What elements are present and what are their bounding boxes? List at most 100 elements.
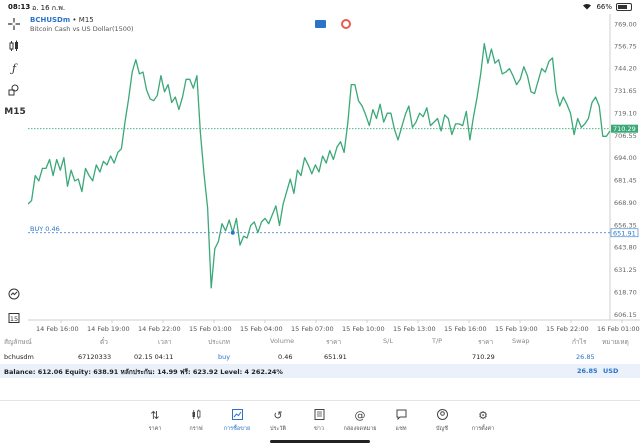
indicators-icon[interactable] <box>6 38 22 54</box>
current-price-label: 710.29 <box>613 125 636 133</box>
tab-news[interactable]: ข่าว <box>299 409 339 433</box>
x-tick-label: 15 Feb 04:00 <box>240 325 283 333</box>
home-indicator <box>270 440 370 443</box>
x-tick-label: 15 Feb 01:00 <box>189 325 232 333</box>
tab-label: ประวัติ <box>269 426 287 432</box>
y-tick-label: 694.00 <box>614 154 637 162</box>
signal-icon[interactable] <box>341 19 351 29</box>
buy-price-tag-label: 651.91 <box>613 229 636 237</box>
price-chart[interactable]: 769.00 756.75 744.20 731.65 719.10 706.55 694.… <box>28 14 640 334</box>
y-tick-label: 606.15 <box>614 311 637 319</box>
buy-entry-marker <box>230 230 235 235</box>
speedometer-icon[interactable] <box>6 286 22 302</box>
tab-trade[interactable]: การซื้อขาย <box>217 409 257 433</box>
col-volume: Volume <box>270 337 295 345</box>
x-tick-label: 14 Feb 19:00 <box>87 325 130 333</box>
currency: USD <box>603 367 619 375</box>
objects-icon[interactable] <box>6 82 22 98</box>
y-tick-label: 668.90 <box>614 199 637 207</box>
balance-summary: Balance: 612.06 Equity: 638.91 หลักประกั… <box>4 368 283 376</box>
svg-text:15: 15 <box>10 315 18 323</box>
timeframe-button[interactable]: M15 <box>4 107 26 117</box>
current-price-tag <box>611 124 638 133</box>
buy-price-tag <box>610 228 639 238</box>
col-symbol: สัญลักษณ์ <box>4 338 32 346</box>
wifi-icon <box>582 2 592 12</box>
tab-chat[interactable]: แชท <box>381 409 421 433</box>
function-icon[interactable]: ƒ <box>11 61 17 75</box>
battery-percent: 66% <box>596 3 612 11</box>
tab-label: ราคา <box>148 426 162 432</box>
col-profit: กำไร <box>572 338 587 346</box>
col-comment: หมายเหตุ <box>602 338 629 346</box>
cell-time: 02.15 04:11 <box>134 353 174 361</box>
x-tick-label: 15 Feb 07:00 <box>291 325 334 333</box>
col-time: เวลา <box>158 338 172 346</box>
period-separator-icon[interactable]: 15 <box>6 310 22 326</box>
status-bar: 08:13 อ. 16 ก.พ. 66% <box>0 0 640 14</box>
candles-icon <box>176 409 216 423</box>
date: อ. 16 ก.พ. <box>32 4 66 12</box>
y-tick-label: 631.25 <box>614 266 637 274</box>
tab-label: กล่องจดหมาย <box>343 426 377 432</box>
tab-label: การซื้อขาย <box>223 426 251 432</box>
tab-label: การตั้งค่า <box>471 426 495 432</box>
price-series-line <box>28 42 611 289</box>
cell-volume: 0.46 <box>278 353 293 361</box>
tab-settings[interactable]: ⚙ การตั้งค่า <box>463 409 503 433</box>
table-row[interactable]: bchusdm 67120333 02.15 04:11 buy 0.46 65… <box>0 350 640 364</box>
col-price: ราคา <box>326 338 342 346</box>
news-icon <box>299 409 339 423</box>
table-header: สัญลักษณ์ ตั๋ว เวลา ประเภท Volume ราคา S… <box>0 334 640 348</box>
col-sl: S/L <box>383 337 393 345</box>
x-tick-label: 15 Feb 16:00 <box>444 325 487 333</box>
y-tick-label: 719.10 <box>614 109 637 117</box>
x-tick-label: 14 Feb 22:00 <box>138 325 181 333</box>
tab-label: บัญชี <box>436 426 448 432</box>
trade-icon <box>217 409 257 423</box>
symbol-separator-icon: • <box>72 16 77 24</box>
quotes-icon: ⇅ <box>150 409 160 422</box>
crosshair-icon[interactable] <box>6 16 22 32</box>
col-tp: T/P <box>432 337 443 345</box>
x-tick-label: 15 Feb 10:00 <box>342 325 385 333</box>
y-tick-label: 681.45 <box>614 177 637 185</box>
tab-chart[interactable]: กราฟ <box>176 409 216 433</box>
symbol-timeframe: M15 <box>78 16 94 24</box>
x-tick-label: 14 Feb 16:00 <box>36 325 79 333</box>
balance-row: Balance: 612.06 Equity: 638.91 หลักประกั… <box>0 364 640 378</box>
col-ticket: ตั๋ว <box>100 338 108 346</box>
y-tick-label: 731.65 <box>614 87 637 95</box>
x-tick-label: 15 Feb 22:00 <box>546 325 589 333</box>
cell-price: 651.91 <box>324 353 347 361</box>
col-type: ประเภท <box>208 338 230 346</box>
mail-icon: @ <box>354 409 366 422</box>
y-tick-label: 643.80 <box>614 244 637 252</box>
cell-ticket: 67120333 <box>78 353 112 361</box>
chart-toolbar: ƒ M15 15 <box>0 14 28 334</box>
tab-history[interactable]: ↺ ประวัติ <box>258 409 298 433</box>
chat-icon <box>381 409 421 423</box>
trades-table: สัญลักษณ์ ตั๋ว เวลา ประเภท Volume ราคา S… <box>0 334 640 380</box>
symbol-name: BCHUSDm <box>30 16 71 24</box>
y-tick-label: 744.20 <box>614 65 637 73</box>
settings-icon: ⚙ <box>478 409 488 422</box>
chart-symbol: BCHUSDm • M15 <box>30 16 94 24</box>
col-cur-price: ราคา <box>478 338 494 346</box>
bottom-navigation: ⇅ ราคา กราฟ การซื้อขาย ↺ ประวัติ ข่าว @ … <box>0 400 640 447</box>
battery-icon <box>616 3 632 11</box>
y-tick-label: 656.35 <box>614 221 637 229</box>
tab-mailbox[interactable]: @ กล่องจดหมาย <box>340 409 380 433</box>
x-tick-label: 16 Feb 01:00 <box>597 325 640 333</box>
tab-label: แชท <box>395 426 407 432</box>
price-chart-svg[interactable]: 769.00 756.75 744.20 731.65 719.10 706.55 694.… <box>28 14 640 334</box>
total-profit: 26.85 <box>577 367 598 375</box>
cell-profit: 26.85 <box>576 353 595 361</box>
one-click-trading-icon[interactable] <box>315 20 326 28</box>
y-tick-label: 706.55 <box>614 132 637 140</box>
history-icon: ↺ <box>273 409 283 422</box>
tab-quotes[interactable]: ⇅ ราคา <box>135 409 175 433</box>
cell-type: buy <box>218 353 231 361</box>
y-tick-label: 618.70 <box>614 289 637 297</box>
tab-account[interactable]: บัญชี <box>422 409 462 433</box>
